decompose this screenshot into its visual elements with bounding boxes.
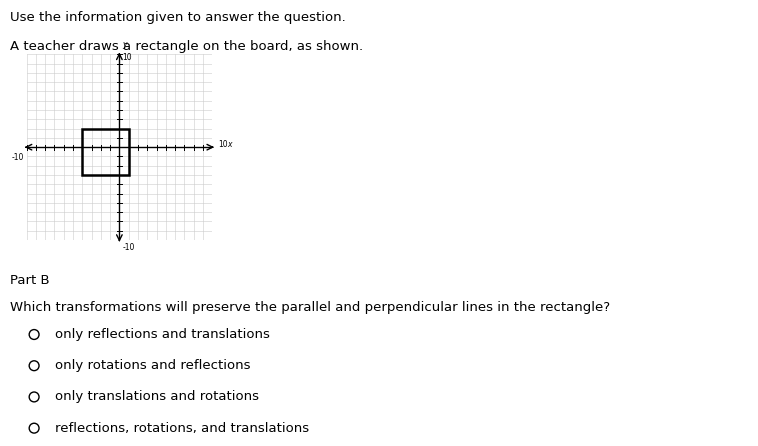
Text: -10: -10 xyxy=(11,153,23,162)
Text: -10: -10 xyxy=(122,243,135,252)
Text: reflections, rotations, and translations: reflections, rotations, and translations xyxy=(55,421,309,435)
Text: Use the information given to answer the question.: Use the information given to answer the … xyxy=(10,11,346,24)
Text: 10: 10 xyxy=(218,140,227,149)
Text: A teacher draws a rectangle on the board, as shown.: A teacher draws a rectangle on the board… xyxy=(10,40,363,53)
Text: only reflections and translations: only reflections and translations xyxy=(55,328,270,341)
Bar xyxy=(82,128,129,175)
Text: 10: 10 xyxy=(122,54,132,62)
Text: only translations and rotations: only translations and rotations xyxy=(55,390,259,404)
Text: Part B: Part B xyxy=(10,274,49,287)
Text: Which transformations will preserve the parallel and perpendicular lines in the : Which transformations will preserve the … xyxy=(10,301,610,314)
Text: only rotations and reflections: only rotations and reflections xyxy=(55,359,251,372)
Text: x: x xyxy=(227,140,232,149)
Text: y: y xyxy=(122,40,127,49)
